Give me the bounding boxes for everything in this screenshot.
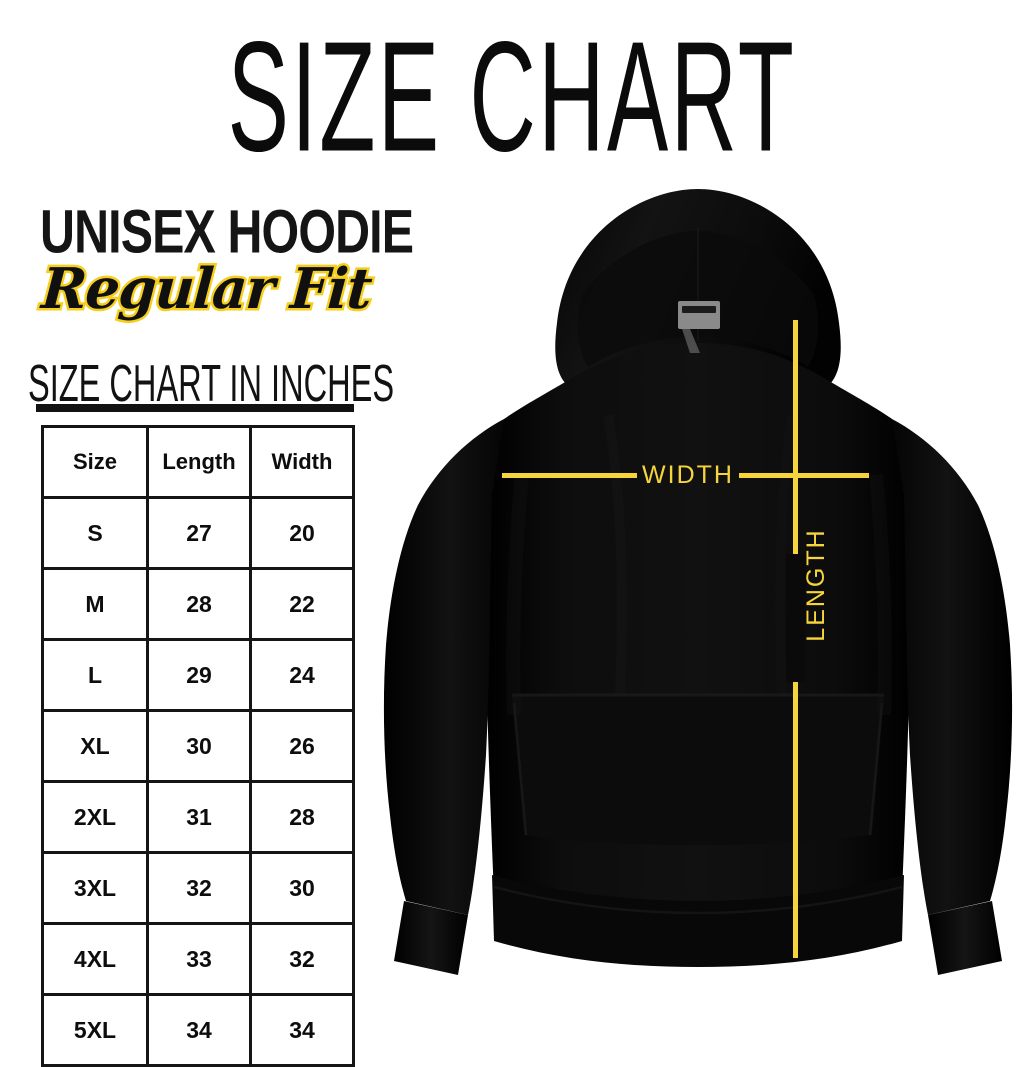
cell-size: L bbox=[41, 638, 149, 712]
cell-length: 32 bbox=[146, 851, 252, 925]
fabric-fold-side-right bbox=[869, 474, 892, 716]
left-sleeve bbox=[383, 419, 504, 915]
table-header-row: Size Length Width bbox=[41, 425, 355, 499]
neck-tag-print bbox=[682, 306, 716, 313]
neck-tag bbox=[678, 301, 720, 329]
column-header-length: Length bbox=[146, 425, 252, 499]
table-row: 4XL 33 32 bbox=[41, 922, 355, 996]
table-heading: SIZE CHART IN INCHES bbox=[28, 354, 395, 413]
waistband bbox=[492, 875, 904, 967]
table-row: 2XL 31 28 bbox=[41, 780, 355, 854]
cell-size: M bbox=[41, 567, 149, 641]
table-row: 3XL 32 30 bbox=[41, 851, 355, 925]
info-panel: UNISEX HOODIE Regular Fit SIZE CHART IN … bbox=[0, 0, 414, 1067]
table-row: XL 30 26 bbox=[41, 709, 355, 783]
cell-width: 20 bbox=[249, 496, 355, 570]
right-sleeve bbox=[892, 419, 1013, 915]
cell-size: XL bbox=[41, 709, 149, 783]
cell-width: 26 bbox=[249, 709, 355, 783]
size-chart-table: Size Length Width S 27 20 M 28 22 L bbox=[41, 425, 355, 1067]
hoodie-graphic bbox=[383, 189, 1013, 975]
table-row: L 29 24 bbox=[41, 638, 355, 712]
cell-width: 32 bbox=[249, 922, 355, 996]
waistband-seam bbox=[493, 885, 903, 915]
cell-width: 28 bbox=[249, 780, 355, 854]
fabric-fold-side-left bbox=[506, 474, 529, 716]
pocket-right-seam bbox=[868, 702, 884, 836]
cell-length: 33 bbox=[146, 922, 252, 996]
product-name-heading: UNISEX HOODIE bbox=[40, 196, 414, 267]
cell-width: 34 bbox=[249, 993, 355, 1067]
fabric-fold-right bbox=[775, 414, 797, 696]
kangaroo-pocket bbox=[512, 695, 884, 845]
cell-size: 3XL bbox=[41, 851, 149, 925]
cell-width: 30 bbox=[249, 851, 355, 925]
cell-size: 2XL bbox=[41, 780, 149, 854]
fit-name-heading: Regular Fit bbox=[37, 254, 375, 325]
cell-length: 29 bbox=[146, 638, 252, 712]
cell-length: 34 bbox=[146, 993, 252, 1067]
neck-tag-tail bbox=[682, 329, 700, 353]
pocket-left-seam bbox=[512, 702, 528, 836]
table-row: 5XL 34 34 bbox=[41, 993, 355, 1067]
table-row: M 28 22 bbox=[41, 567, 355, 641]
table-row: S 27 20 bbox=[41, 496, 355, 570]
page-title: SIZE CHART bbox=[227, 9, 797, 185]
cell-length: 30 bbox=[146, 709, 252, 783]
cell-size: 5XL bbox=[41, 993, 149, 1067]
column-header-width: Width bbox=[249, 425, 355, 499]
cell-width: 24 bbox=[249, 638, 355, 712]
column-header-size: Size bbox=[41, 425, 149, 499]
left-cuff bbox=[394, 901, 468, 975]
table-heading-underline bbox=[36, 404, 354, 412]
cell-size: S bbox=[41, 496, 149, 570]
fabric-fold-left bbox=[603, 414, 627, 696]
cell-length: 28 bbox=[146, 567, 252, 641]
cell-size: 4XL bbox=[41, 922, 149, 996]
hoodie-illustration bbox=[372, 175, 1024, 995]
cell-length: 27 bbox=[146, 496, 252, 570]
right-cuff bbox=[928, 901, 1002, 975]
cell-width: 22 bbox=[249, 567, 355, 641]
cell-length: 31 bbox=[146, 780, 252, 854]
